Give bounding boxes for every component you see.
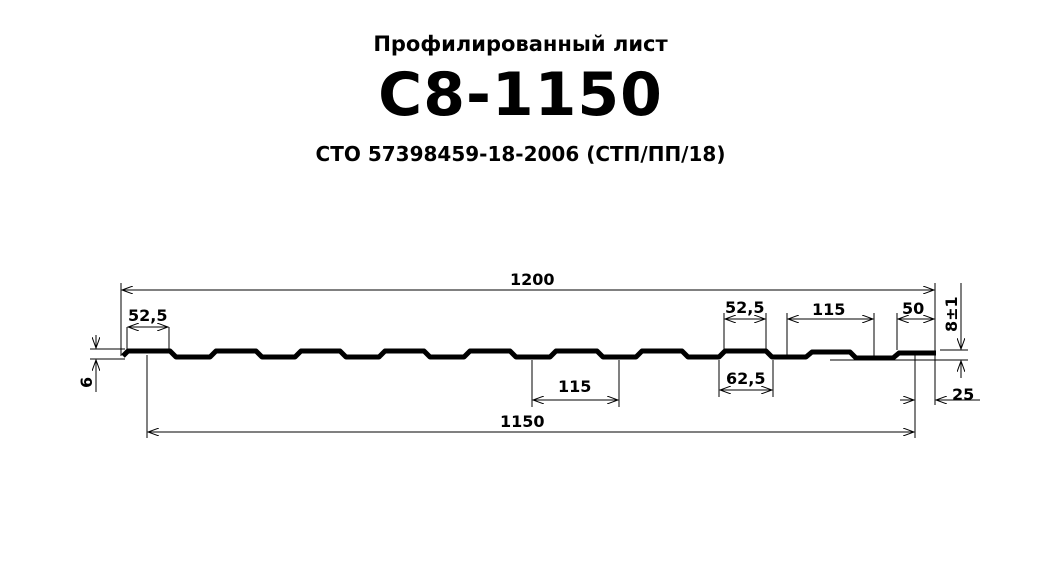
dim-rib-bottom: 62,5 (726, 369, 765, 388)
dim-right-flat: 52,5 (725, 298, 764, 317)
dim-edge-offset: 25 (952, 385, 974, 404)
standard-reference: СТО 57398459-18-2006 (СТП/ПП/18) (315, 142, 726, 166)
sheet-profile (121, 348, 936, 361)
dim-left-height: 6 (77, 377, 96, 388)
dim-1150: 1150 (500, 412, 545, 431)
dim-height: 8±1 (942, 296, 961, 332)
drawing-subtitle: Профилированный лист (373, 32, 668, 56)
dim-pitch-top: 115 (812, 300, 845, 319)
dim-pitch-bottom: 115 (558, 377, 591, 396)
dim-1200: 1200 (510, 270, 555, 289)
drawing-title: С8-1150 (378, 60, 663, 130)
dim-left-flat: 52,5 (128, 306, 167, 325)
dim-edge-flat: 50 (902, 299, 924, 318)
